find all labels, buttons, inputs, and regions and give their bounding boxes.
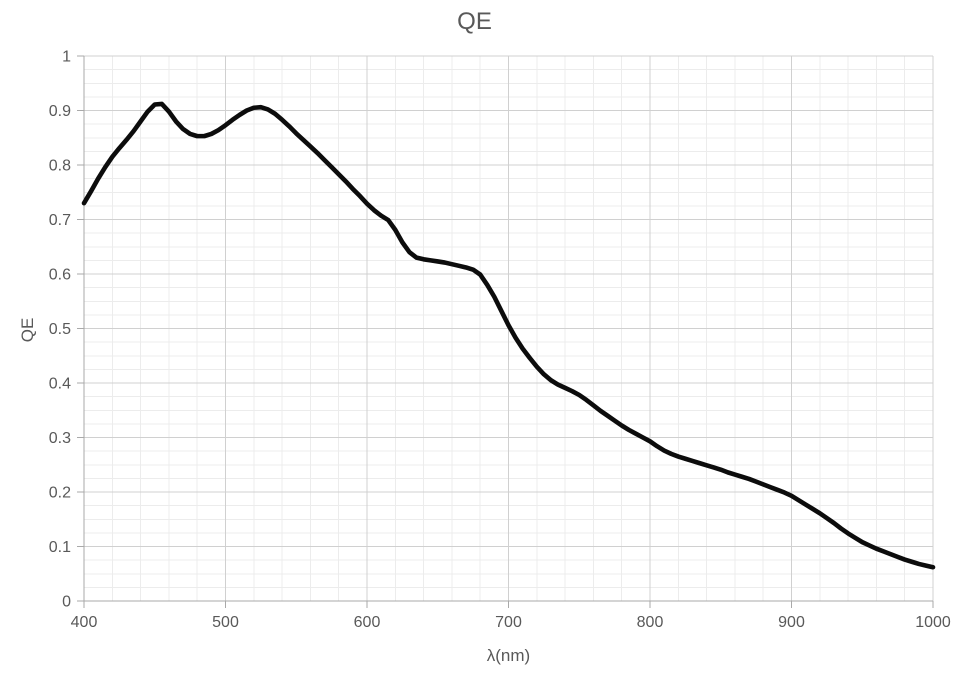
y-tick-label: 0.6 <box>49 267 71 284</box>
y-tick-label: 0.8 <box>49 158 71 175</box>
x-tick-label: 900 <box>778 614 805 631</box>
x-tick-label: 700 <box>495 614 522 631</box>
y-tick-label: 0.7 <box>49 212 71 229</box>
y-tick-label: 0.2 <box>49 485 71 502</box>
y-tick-label: 0.4 <box>49 376 71 393</box>
y-tick-label: 1 <box>62 49 71 66</box>
x-tick-label: 500 <box>212 614 239 631</box>
chart-title: QE <box>457 8 492 35</box>
x-tick-label: 1000 <box>915 614 951 631</box>
y-tick-label: 0.5 <box>49 321 71 338</box>
y-tick-label: 0.3 <box>49 430 71 447</box>
y-tick-label: 0.1 <box>49 539 71 556</box>
y-tick-label: 0.9 <box>49 103 71 120</box>
x-axis-title: λ(nm) <box>486 646 531 665</box>
x-tick-label: 400 <box>71 614 98 631</box>
qe-curve <box>81 101 936 570</box>
x-tick-label: 800 <box>637 614 664 631</box>
y-tick-label: 0 <box>62 594 71 611</box>
x-tick-label: 600 <box>354 614 381 631</box>
